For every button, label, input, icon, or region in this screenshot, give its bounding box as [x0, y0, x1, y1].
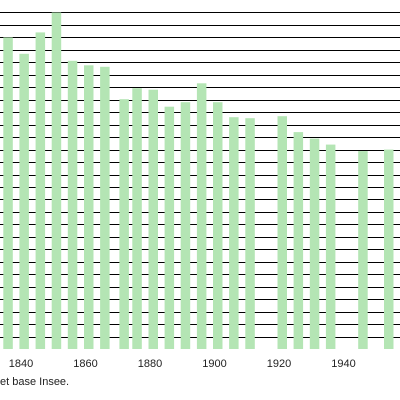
- x-tick-label: 1840: [9, 358, 33, 370]
- bar-1876: [132, 88, 142, 349]
- x-tick-label: 1920: [267, 358, 291, 370]
- x-tick-label: 1900: [202, 358, 226, 370]
- bar-1931: [309, 138, 320, 349]
- x-axis-ticks: 1840 1860 1880 1900 1920 1940: [9, 358, 356, 370]
- bar-1856: [67, 60, 78, 350]
- bar-1946: [358, 151, 368, 349]
- bar-1861: [84, 65, 94, 350]
- x-tick-label: 1940: [331, 358, 355, 370]
- bar-1896: [196, 83, 207, 350]
- bar-1841: [19, 53, 29, 350]
- bar-1866: [100, 66, 110, 350]
- bar-1954: [384, 149, 394, 349]
- bar-1911: [245, 118, 255, 349]
- bar-1836: [3, 37, 13, 350]
- bar-1872: [119, 99, 129, 349]
- x-tick-label: 1860: [73, 358, 97, 370]
- bar-1891: [180, 102, 191, 349]
- bar-1881: [148, 89, 158, 349]
- bar-1901: [213, 102, 223, 349]
- source-note: et base Insee.: [0, 376, 70, 388]
- bar-1921: [277, 116, 287, 349]
- x-tick-label: 1880: [138, 358, 162, 370]
- bar-1886: [164, 106, 175, 349]
- bar-1936: [325, 144, 336, 349]
- bars: [3, 12, 394, 350]
- bar-1906: [229, 117, 239, 349]
- bar-1846: [35, 32, 46, 350]
- bar-1851: [51, 12, 62, 349]
- bar-1926: [293, 132, 304, 349]
